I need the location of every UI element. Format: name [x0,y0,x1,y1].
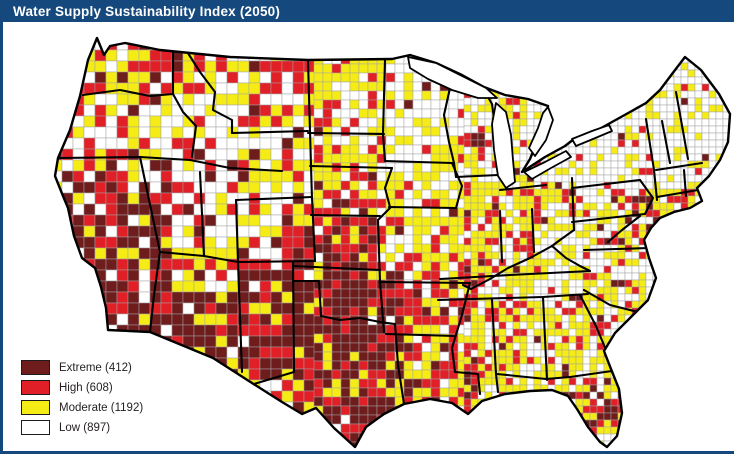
legend-item-high: High (608) [21,380,143,395]
low-swatch [21,420,50,435]
high-swatch [21,380,50,395]
legend-label: Low (897) [59,421,111,434]
legend: Extreme (412) High (608) Moderate (1192)… [21,360,143,440]
legend-item-extreme: Extreme (412) [21,360,143,375]
title-bar: Water Supply Sustainability Index (2050) [0,0,734,22]
moderate-swatch [21,400,50,415]
left-edge-stripe [0,22,3,454]
extreme-swatch [21,360,50,375]
legend-label: Moderate (1192) [59,401,144,414]
state-borders [56,43,704,406]
legend-item-moderate: Moderate (1192) [21,400,143,415]
legend-label: Extreme (412) [59,361,132,374]
bottom-edge-stripe [0,451,734,454]
great-lakes [407,56,613,189]
page-title: Water Supply Sustainability Index (2050) [13,3,281,19]
legend-item-low: Low (897) [21,420,143,435]
legend-label: High (608) [59,381,113,394]
